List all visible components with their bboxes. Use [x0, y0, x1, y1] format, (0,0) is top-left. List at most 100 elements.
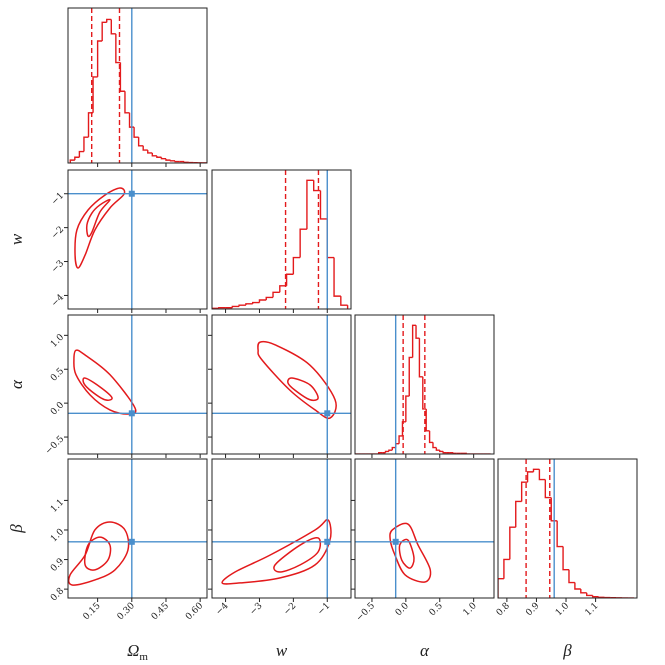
- histogram-step: [306, 179, 314, 230]
- panel: [355, 459, 494, 598]
- panel: [355, 315, 491, 454]
- y-tick-label: 1.1: [49, 498, 66, 515]
- contour: [74, 187, 126, 269]
- x-tick-label: 0.15: [81, 601, 102, 622]
- histogram-step: [439, 450, 444, 453]
- histogram-step: [279, 285, 287, 293]
- panel-frame: [497, 458, 638, 599]
- histogram-step: [74, 156, 80, 161]
- histogram-step: [340, 296, 348, 306]
- histogram-step: [128, 112, 135, 128]
- histogram-step: [580, 588, 587, 594]
- x-axis-label: w: [276, 641, 288, 660]
- contour: [273, 537, 322, 573]
- y-tick-label: −2: [50, 225, 66, 241]
- contour: [389, 522, 432, 583]
- x-tick-label: 0.60: [184, 601, 205, 622]
- x-tick-label: −3: [248, 601, 265, 618]
- histogram-step: [110, 19, 116, 35]
- histogram-step: [124, 91, 130, 114]
- histogram-step: [258, 299, 267, 303]
- y-tick-label: 1.0: [49, 527, 66, 544]
- panel-frame: [211, 169, 352, 310]
- x-axis-label: Ωm: [127, 641, 148, 663]
- histogram-step: [568, 569, 575, 584]
- histogram-step: [428, 430, 433, 444]
- x-tick-label: −0.5: [355, 601, 378, 624]
- histogram-step: [538, 469, 546, 481]
- histogram-step: [78, 150, 84, 158]
- histogram-step: [115, 33, 121, 64]
- histogram-step: [398, 435, 403, 444]
- histogram-step: [532, 468, 540, 472]
- histogram-step: [212, 307, 219, 309]
- contour: [398, 538, 415, 569]
- panel-frame: [211, 458, 352, 599]
- y-tick-label: −4: [50, 292, 67, 309]
- histogram-step: [384, 450, 389, 453]
- x-tick-label: 0.8: [495, 601, 512, 618]
- histogram-step: [101, 21, 107, 42]
- y-tick-label: 0.8: [49, 586, 66, 603]
- contour: [68, 521, 130, 586]
- x-tick-label: −1: [316, 601, 332, 617]
- histogram-step: [238, 304, 246, 307]
- y-tick-label: 0.5: [49, 366, 66, 383]
- histogram-step: [388, 449, 393, 452]
- histogram-step: [231, 305, 240, 308]
- contour: [287, 377, 319, 402]
- histogram-step: [156, 155, 162, 158]
- panel: [498, 459, 635, 598]
- histogram-step: [586, 592, 593, 597]
- histogram-step: [591, 595, 599, 598]
- panel-frame: [211, 314, 352, 455]
- panel: [68, 459, 207, 598]
- histogram-step: [597, 596, 605, 598]
- truth-marker: [324, 410, 331, 417]
- histogram-step: [96, 40, 103, 77]
- histogram-step: [411, 324, 417, 358]
- panel: [212, 459, 351, 598]
- histogram-step: [544, 479, 552, 499]
- histogram-step: [292, 256, 301, 275]
- truth-marker: [392, 538, 399, 545]
- histogram-step: [147, 150, 153, 154]
- panel-frame: [67, 7, 208, 164]
- histogram-step: [183, 161, 189, 163]
- histogram-step: [326, 218, 335, 259]
- histogram-step: [418, 338, 423, 378]
- histogram-step: [142, 145, 148, 151]
- histogram-step: [299, 228, 307, 258]
- panel-frame: [354, 314, 495, 455]
- contour: [257, 340, 337, 420]
- histogram-step: [509, 526, 516, 560]
- y-axis-label: w: [7, 233, 26, 245]
- y-tick-label: 0.0: [49, 400, 66, 417]
- histogram-step: [515, 500, 522, 528]
- histogram-step: [151, 152, 157, 157]
- histogram-step: [319, 190, 328, 220]
- histogram-step: [165, 158, 171, 161]
- x-tick-label: 0.30: [116, 601, 137, 622]
- histogram-step: [408, 356, 413, 397]
- truth-marker: [128, 190, 135, 197]
- histogram-step: [405, 395, 410, 422]
- y-axis-label: α: [7, 379, 26, 389]
- x-tick-label: 1.0: [554, 601, 571, 618]
- x-tick-label: −4: [214, 601, 231, 618]
- histogram-step: [574, 582, 581, 590]
- histogram-step: [415, 325, 420, 339]
- x-tick-label: 1.1: [584, 601, 601, 618]
- x-tick-label: 0.45: [150, 601, 171, 622]
- panel-frame: [67, 169, 208, 310]
- histogram-step: [160, 157, 166, 160]
- histogram-step: [265, 296, 274, 300]
- x-tick-label: 1.0: [462, 601, 479, 618]
- histogram-step: [272, 291, 280, 298]
- histogram-step: [550, 497, 558, 522]
- histogram-step: [562, 546, 569, 571]
- panel: [68, 170, 207, 309]
- x-tick-label: 0.0: [394, 601, 411, 618]
- contour: [83, 536, 112, 571]
